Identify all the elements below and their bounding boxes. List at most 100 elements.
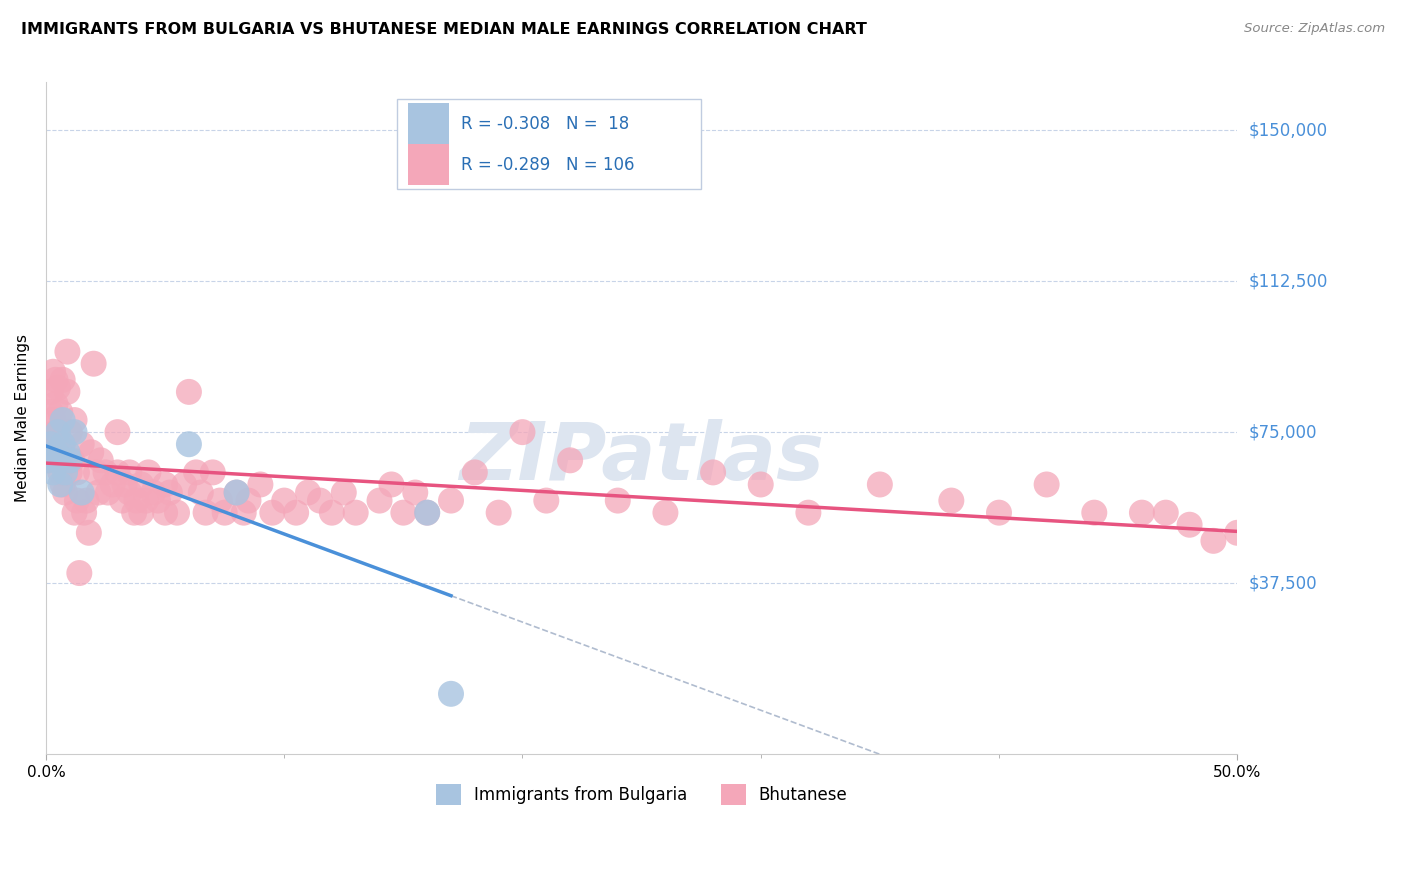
Point <box>368 493 391 508</box>
Point <box>49 466 72 480</box>
Point <box>208 493 231 508</box>
Point <box>1154 506 1177 520</box>
Point <box>512 425 534 439</box>
Point <box>238 493 260 508</box>
Point <box>1202 533 1225 548</box>
Point <box>749 477 772 491</box>
Point <box>42 413 65 427</box>
Point <box>52 373 75 387</box>
Point <box>142 485 165 500</box>
Point <box>39 437 62 451</box>
Point <box>56 384 79 399</box>
Point <box>184 466 207 480</box>
Text: $112,500: $112,500 <box>1249 272 1327 290</box>
Point <box>488 506 510 520</box>
Point <box>201 466 224 480</box>
Point <box>60 453 83 467</box>
Point <box>138 466 160 480</box>
Point <box>118 485 141 500</box>
Point <box>249 477 271 491</box>
Point <box>321 506 343 520</box>
Point <box>285 506 308 520</box>
Point <box>46 425 69 439</box>
Point <box>44 445 66 459</box>
Point <box>67 566 90 580</box>
Point <box>52 413 75 427</box>
Point <box>225 485 247 500</box>
Point <box>76 493 98 508</box>
Point <box>606 493 628 508</box>
Point <box>84 466 107 480</box>
Point <box>52 437 75 451</box>
Point <box>262 506 284 520</box>
Point <box>107 425 129 439</box>
Point <box>232 506 254 520</box>
Point <box>59 453 82 467</box>
Point <box>941 493 963 508</box>
Point <box>37 453 59 467</box>
Point <box>114 477 136 491</box>
Point <box>440 493 463 508</box>
Point <box>83 357 105 371</box>
Point <box>702 466 724 480</box>
Point <box>39 384 62 399</box>
Point <box>1035 477 1057 491</box>
Point <box>190 485 212 500</box>
Point <box>1083 506 1105 520</box>
Point <box>440 687 463 701</box>
Point <box>333 485 356 500</box>
Point <box>80 445 103 459</box>
Text: Source: ZipAtlas.com: Source: ZipAtlas.com <box>1244 22 1385 36</box>
Point <box>416 506 439 520</box>
Point <box>44 373 66 387</box>
Point <box>44 397 66 411</box>
Point <box>344 506 367 520</box>
Point <box>464 466 486 480</box>
Point <box>380 477 402 491</box>
Point <box>225 485 247 500</box>
Point <box>66 466 89 480</box>
FancyBboxPatch shape <box>408 103 449 145</box>
Point <box>1226 525 1249 540</box>
Point <box>107 466 129 480</box>
Point <box>97 485 120 500</box>
Point <box>558 453 581 467</box>
Point <box>63 413 86 427</box>
Point <box>177 384 200 399</box>
Point <box>536 493 558 508</box>
Point <box>146 493 169 508</box>
Point <box>297 485 319 500</box>
Point <box>42 365 65 379</box>
Point <box>94 466 117 480</box>
Point <box>66 493 89 508</box>
Point <box>56 344 79 359</box>
Point <box>63 506 86 520</box>
Point <box>177 437 200 451</box>
Point <box>135 493 157 508</box>
Point <box>52 437 75 451</box>
Point <box>53 466 76 480</box>
Point <box>46 425 69 439</box>
Point <box>173 477 195 491</box>
Text: IMMIGRANTS FROM BULGARIA VS BHUTANESE MEDIAN MALE EARNINGS CORRELATION CHART: IMMIGRANTS FROM BULGARIA VS BHUTANESE ME… <box>21 22 868 37</box>
Point <box>59 425 82 439</box>
Point <box>53 485 76 500</box>
Point <box>153 477 176 491</box>
Point <box>73 506 96 520</box>
Point <box>77 525 100 540</box>
Point <box>153 506 176 520</box>
Point <box>53 453 76 467</box>
Point <box>273 493 295 508</box>
Point <box>46 453 69 467</box>
Point <box>52 477 75 491</box>
Text: R = -0.289   N = 106: R = -0.289 N = 106 <box>461 155 634 174</box>
Point <box>39 405 62 419</box>
Point <box>309 493 332 508</box>
Text: $150,000: $150,000 <box>1249 121 1327 139</box>
Point <box>90 453 112 467</box>
Point <box>392 506 415 520</box>
Point <box>125 493 148 508</box>
Point <box>129 477 152 491</box>
Point <box>59 466 82 480</box>
Point <box>166 506 188 520</box>
